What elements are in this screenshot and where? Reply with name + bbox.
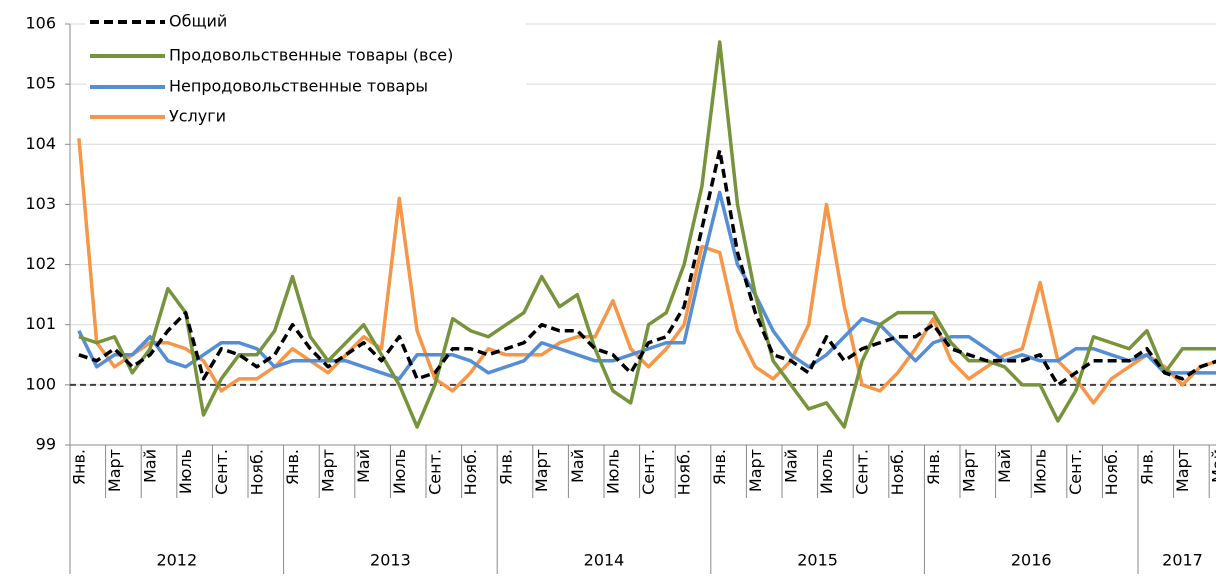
x-tick-label: Май xyxy=(781,449,800,483)
x-tick-label: Нояб. xyxy=(1102,449,1121,495)
x-tick-label: Сент. xyxy=(1066,449,1085,495)
year-label: 2016 xyxy=(1011,551,1052,570)
legend-bg xyxy=(86,8,526,36)
x-tick-label: Янв. xyxy=(283,449,302,485)
x-tick-label: Сент. xyxy=(639,449,658,495)
x-tick-label: Нояб. xyxy=(247,449,266,495)
series-line xyxy=(77,138,1216,405)
legend-label: Непродовольственные товары xyxy=(169,77,428,96)
x-tick-label: Март xyxy=(746,449,765,492)
year-label: 2015 xyxy=(797,551,838,570)
x-tick-label: Янв. xyxy=(710,449,729,485)
y-tick-label: 105 xyxy=(25,74,56,93)
x-tick-label: Янв. xyxy=(924,449,943,485)
x-tick-label: Май xyxy=(141,449,160,483)
x-tick-label: Июль xyxy=(390,449,409,494)
x-tick-label: Июль xyxy=(1031,449,1050,494)
y-tick-label: 104 xyxy=(25,134,56,153)
x-tick-label: Март xyxy=(959,449,978,492)
y-tick-label: 106 xyxy=(25,14,56,33)
x-tick-label: Май xyxy=(995,449,1014,483)
y-tick-label: 99 xyxy=(36,435,56,454)
series-line xyxy=(78,40,1216,429)
x-tick-label: Сент. xyxy=(853,449,872,495)
year-label: 2012 xyxy=(156,551,197,570)
series-line xyxy=(77,190,1216,381)
legend-label: Общий xyxy=(169,12,227,31)
x-tick-label: Май xyxy=(568,449,587,483)
x-tick-label: Сент. xyxy=(425,449,444,495)
y-tick-label: 102 xyxy=(25,254,56,273)
x-tick-label: Нояб. xyxy=(675,449,694,495)
y-tick-label: 100 xyxy=(25,374,56,393)
x-tick-label: Март xyxy=(319,449,338,492)
x-tick-label: Март xyxy=(532,449,551,492)
x-tick-label: Июль xyxy=(817,449,836,494)
year-label: 2017 xyxy=(1162,551,1203,570)
x-tick-label: Июль xyxy=(603,449,622,494)
y-tick-label: 103 xyxy=(25,194,56,213)
legend-label: Продовольственные товары (все) xyxy=(169,46,453,65)
year-label: 2013 xyxy=(370,551,411,570)
x-tick-label: Сент. xyxy=(212,449,231,495)
series-line xyxy=(78,148,1216,387)
x-tick-label: Май xyxy=(1209,449,1216,483)
x-tick-label: Янв. xyxy=(69,449,88,485)
x-tick-label: Март xyxy=(1173,449,1192,492)
x-tick-label: Май xyxy=(354,449,373,483)
x-tick-label: Март xyxy=(105,449,124,492)
x-tick-label: Янв. xyxy=(497,449,516,485)
x-tick-label: Нояб. xyxy=(888,449,907,495)
year-label: 2014 xyxy=(584,551,625,570)
y-tick-label: 101 xyxy=(25,314,56,333)
x-tick-label: Янв. xyxy=(1137,449,1156,485)
x-tick-label: Июль xyxy=(176,449,195,494)
x-tick-label: Нояб. xyxy=(461,449,480,495)
legend-label: Услуги xyxy=(169,107,226,126)
